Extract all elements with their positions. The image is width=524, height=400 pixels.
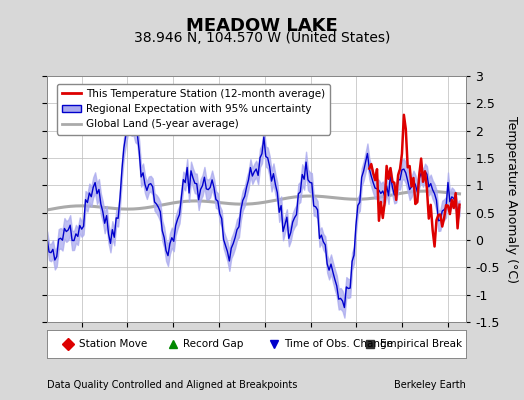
Text: Time of Obs. Change: Time of Obs. Change [284, 339, 393, 349]
Y-axis label: Temperature Anomaly (°C): Temperature Anomaly (°C) [505, 116, 518, 282]
Text: Empirical Break: Empirical Break [380, 339, 463, 349]
Text: Record Gap: Record Gap [183, 339, 244, 349]
Text: Berkeley Earth: Berkeley Earth [395, 380, 466, 390]
Text: 38.946 N, 104.570 W (United States): 38.946 N, 104.570 W (United States) [134, 31, 390, 45]
Text: Station Move: Station Move [79, 339, 147, 349]
Text: MEADOW LAKE: MEADOW LAKE [186, 17, 338, 35]
Legend: This Temperature Station (12-month average), Regional Expectation with 95% uncer: This Temperature Station (12-month avera… [57, 84, 330, 134]
Text: Data Quality Controlled and Aligned at Breakpoints: Data Quality Controlled and Aligned at B… [47, 380, 298, 390]
